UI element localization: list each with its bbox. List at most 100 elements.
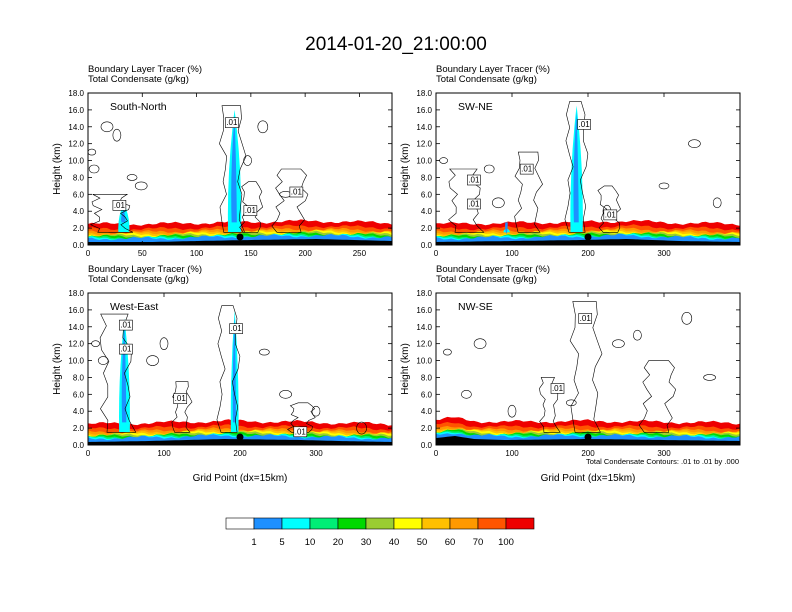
x-tick-label: 100 — [505, 449, 519, 458]
condensate-contour-2 — [271, 168, 309, 233]
x-axis-label: Grid Point (dx=15km) — [193, 473, 288, 484]
x-tick-label: 200 — [581, 249, 595, 258]
y-axis-label: Height (km) — [52, 343, 63, 395]
plot-area: .01 .01 — [436, 301, 740, 445]
contour-label-box — [578, 313, 593, 324]
x-tick-label: 0 — [434, 249, 439, 258]
contour-blob-6 — [633, 329, 642, 341]
contour-label: .01 — [226, 118, 238, 127]
contour-blob-5 — [279, 390, 292, 399]
condensate-contour-2 — [216, 305, 241, 433]
plot-frame — [87, 92, 393, 246]
contour-label-box — [467, 198, 481, 210]
y-axis-label: Height (km) — [52, 143, 63, 195]
figure-title: 2014-01-20_21:00:00 — [305, 34, 487, 55]
contour-blob-2 — [100, 121, 114, 133]
colorbar-swatch — [477, 517, 507, 530]
y-tick-label: 18.0 — [416, 89, 432, 98]
colorbar-swatch — [505, 517, 535, 530]
tracer-core-1 — [231, 115, 237, 223]
contour-blob-0 — [88, 148, 97, 156]
contour-label-box — [225, 117, 239, 128]
tracer-core-1 — [573, 111, 579, 223]
panel-subtitle-2: Total Condensate (g/kg) — [88, 274, 189, 285]
panel-label: NW-SE — [458, 301, 493, 313]
contour-label: .01 — [120, 321, 132, 330]
y-tick-label: 10.0 — [68, 357, 84, 366]
colorbar-swatch — [281, 517, 311, 530]
panel-3: Boundary Layer Tracer (%)Total Condensat… — [400, 264, 741, 484]
y-tick-label: 12.0 — [416, 140, 432, 149]
contour-blob-1 — [97, 356, 109, 365]
contour-blob-7 — [681, 312, 693, 325]
contour-label: .01 — [175, 394, 187, 403]
y-tick-label: 2.0 — [421, 424, 433, 433]
contour-blob-0 — [91, 340, 100, 347]
y-tick-label: 0.0 — [73, 441, 85, 450]
section-marker — [236, 433, 244, 441]
y-tick-label: 8.0 — [73, 373, 85, 382]
condensate-contour-1 — [514, 151, 543, 233]
colorbar-label: 20 — [333, 537, 344, 548]
y-tick-label: 6.0 — [73, 190, 85, 199]
contour-label-box — [603, 209, 618, 221]
colorbar-label: 100 — [498, 537, 514, 548]
condensate-contour-0 — [99, 313, 137, 433]
y-tick-label: 18.0 — [68, 89, 84, 98]
contour-blob-1 — [483, 164, 495, 174]
colorbar-label: 1 — [251, 537, 256, 548]
contour-label: .01 — [295, 427, 307, 436]
panel-subtitle-1: Boundary Layer Tracer (%) — [88, 264, 202, 275]
panel-subtitle-2: Total Condensate (g/kg) — [436, 274, 537, 285]
contour-blob-8 — [703, 374, 716, 381]
contour-blob-1 — [88, 164, 100, 174]
y-axis-label: Height (km) — [400, 143, 411, 195]
y-tick-label: 8.0 — [73, 173, 85, 182]
x-tick-label: 0 — [86, 249, 91, 258]
plot-area: .01 .01 .01 .01 .01 — [88, 305, 392, 445]
y-tick-label: 6.0 — [73, 390, 85, 399]
x-tick-label: 150 — [244, 249, 258, 258]
contour-blob-2 — [492, 197, 505, 209]
contour-label-box — [173, 393, 188, 404]
y-tick-label: 14.0 — [68, 123, 84, 132]
footnote: Total Condensate Contours: .01 to .01 by… — [586, 457, 739, 466]
contour-blob-2 — [146, 355, 159, 366]
y-tick-label: 6.0 — [421, 190, 433, 199]
section-marker — [584, 233, 592, 241]
y-axis-label: Height (km) — [400, 343, 411, 395]
contour-blob-3 — [507, 404, 517, 418]
contour-label-box — [519, 163, 534, 175]
x-tick-label: 100 — [505, 249, 519, 258]
y-tick-label: 14.0 — [68, 323, 84, 332]
contour-label: .01 — [552, 384, 564, 393]
tracer-core-0 — [121, 324, 127, 423]
colorbar-swatch — [421, 517, 451, 530]
y-tick-label: 16.0 — [68, 306, 84, 315]
contour-blob-5 — [134, 181, 148, 191]
y-tick-label: 6.0 — [421, 390, 433, 399]
contour-label-box — [577, 119, 591, 130]
y-tick-label: 16.0 — [416, 306, 432, 315]
x-tick-label: 0 — [86, 449, 91, 458]
contour-blob-6 — [243, 155, 252, 166]
condensate-contour-2 — [638, 360, 677, 433]
y-tick-label: 0.0 — [421, 441, 433, 450]
contour-label: .01 — [231, 324, 243, 333]
colorbar-swatch — [365, 517, 395, 530]
y-tick-label: 4.0 — [421, 407, 433, 416]
contour-blob-7 — [257, 120, 269, 134]
y-tick-label: 12.0 — [68, 340, 84, 349]
y-tick-label: 10.0 — [416, 157, 432, 166]
x-tick-label: 200 — [581, 449, 595, 458]
y-tick-label: 12.0 — [416, 340, 432, 349]
colorbar-swatch — [309, 517, 339, 530]
panel-label: SW-NE — [458, 101, 493, 113]
colorbar-label: 70 — [473, 537, 484, 548]
condensate-contour-0 — [89, 194, 134, 233]
x-tick-label: 100 — [190, 249, 204, 258]
y-tick-label: 16.0 — [68, 106, 84, 115]
contour-blob-5 — [612, 339, 625, 348]
contour-label-box — [119, 343, 133, 355]
